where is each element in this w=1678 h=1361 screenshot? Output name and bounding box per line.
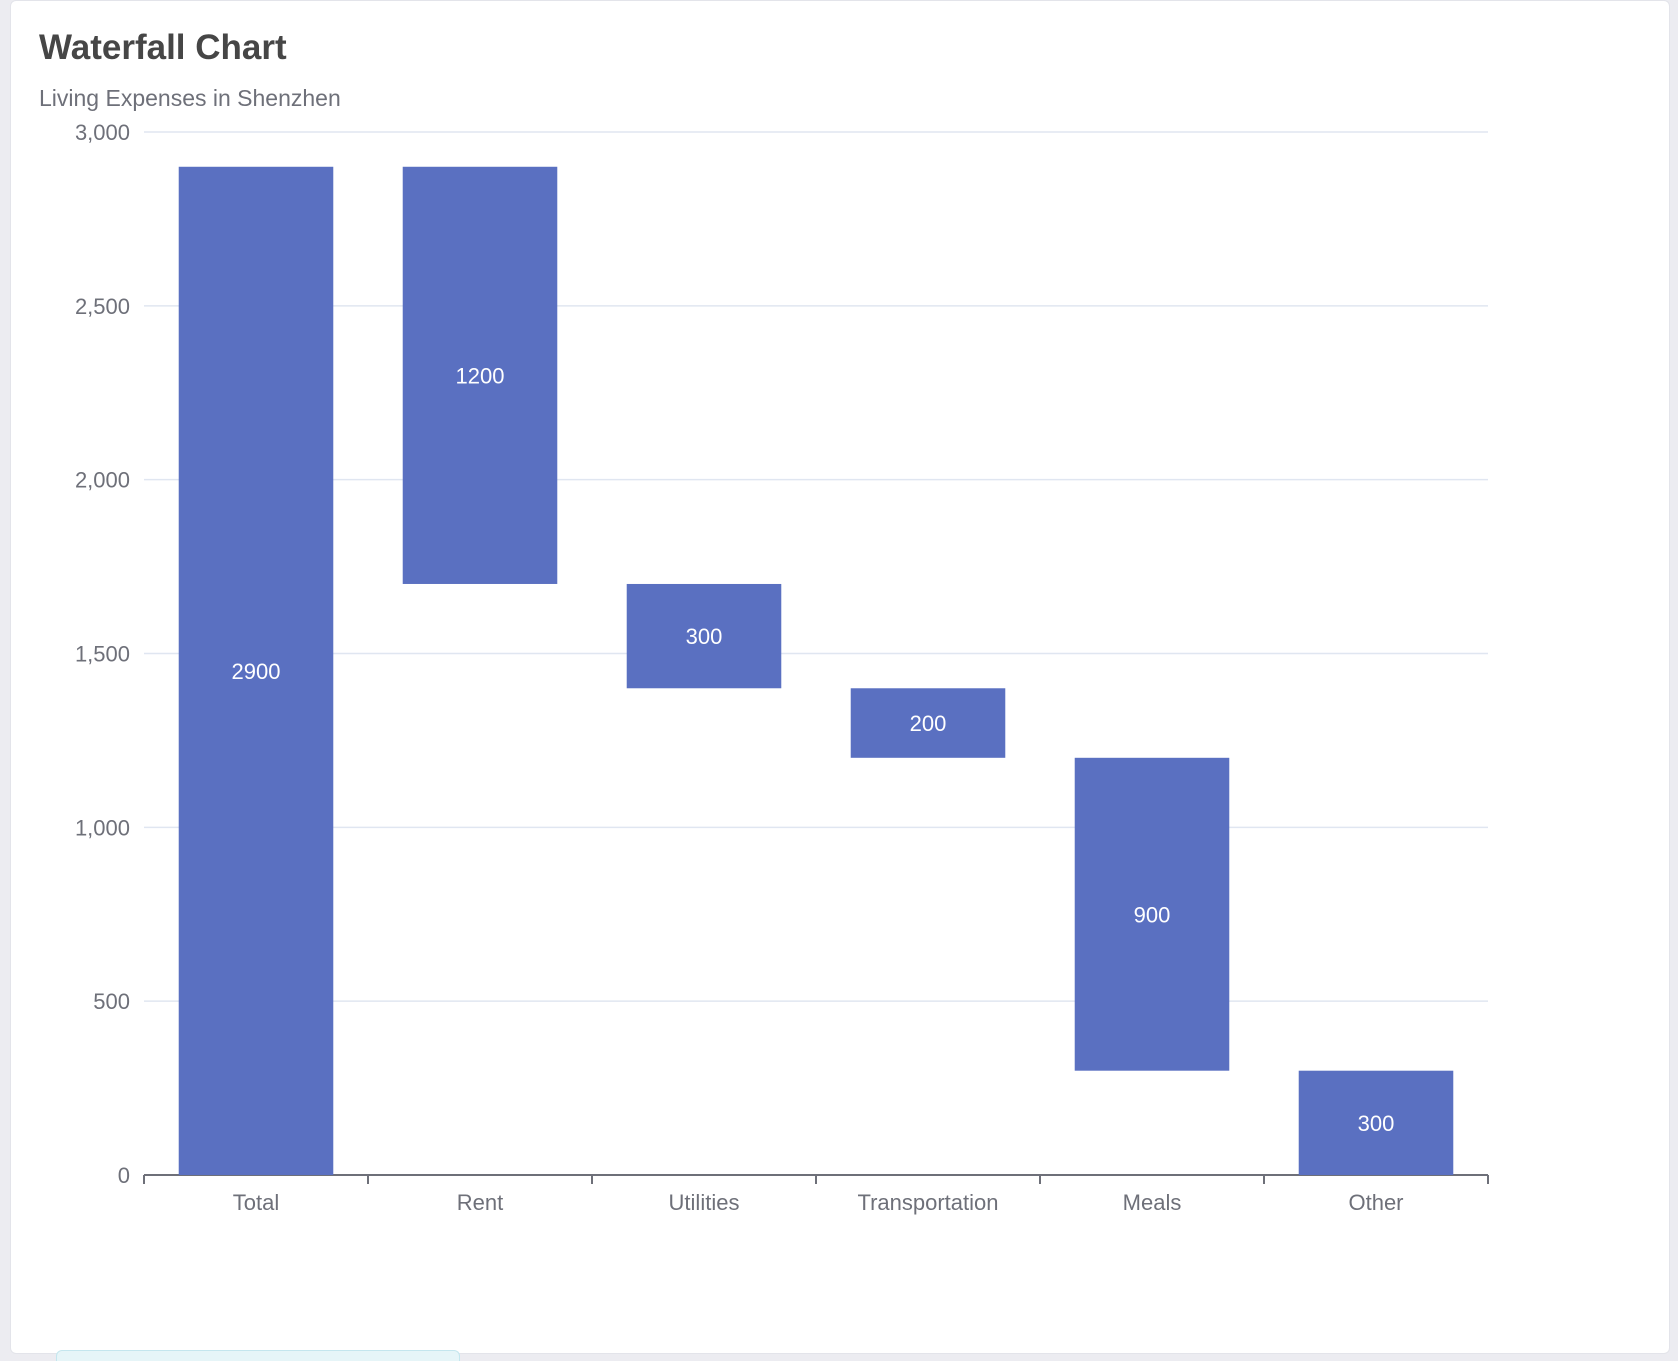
x-tick-label: Other <box>1348 1190 1403 1215</box>
data-label: 2900 <box>232 659 281 684</box>
bar-utilities <box>626 583 782 689</box>
chart-subtitle: Living Expenses in Shenzhen <box>39 85 341 111</box>
y-tick-label: 1,500 <box>75 642 130 667</box>
data-label: 300 <box>1358 1111 1395 1136</box>
bar-transportation <box>850 688 1006 758</box>
bar-other <box>1298 1070 1454 1175</box>
bottom-panel-tab[interactable] <box>56 1350 460 1361</box>
bars <box>178 166 1454 1175</box>
data-label: 200 <box>910 711 947 736</box>
waterfall-chart: 0 500 1,000 1,500 2,000 2,500 3,000 Total Rent Ut… <box>75 120 1489 1215</box>
axes: 0 500 1,000 1,500 2,000 2,500 3,000 Total Rent Ut… <box>75 120 1489 1215</box>
y-tick-label: 0 <box>118 1163 130 1188</box>
x-tick-label: Transportation <box>857 1190 998 1215</box>
x-tick-label: Total <box>233 1190 279 1215</box>
chart-card: Waterfall Chart Living Expenses in Shenz… <box>10 0 1670 1354</box>
x-tick-label: Rent <box>457 1190 503 1215</box>
grid-lines <box>144 131 1488 1002</box>
data-label: 300 <box>686 624 723 649</box>
bar-rent <box>402 166 558 584</box>
data-label: 900 <box>1134 902 1171 927</box>
y-tick-label: 1,000 <box>75 815 130 840</box>
x-tick-label: Utilities <box>669 1190 740 1215</box>
y-tick-label: 2,000 <box>75 468 130 493</box>
data-label: 1200 <box>456 363 505 388</box>
data-labels: 2900 1200 300 200 900 300 <box>232 363 1395 1135</box>
bar-meals <box>1074 757 1230 1071</box>
y-tick-label: 3,000 <box>75 120 130 145</box>
y-tick-label: 2,500 <box>75 294 130 319</box>
bar-total <box>178 166 334 1175</box>
x-tick-label: Meals <box>1123 1190 1182 1215</box>
y-tick-label: 500 <box>93 989 130 1014</box>
chart-title: Waterfall Chart <box>39 28 287 67</box>
